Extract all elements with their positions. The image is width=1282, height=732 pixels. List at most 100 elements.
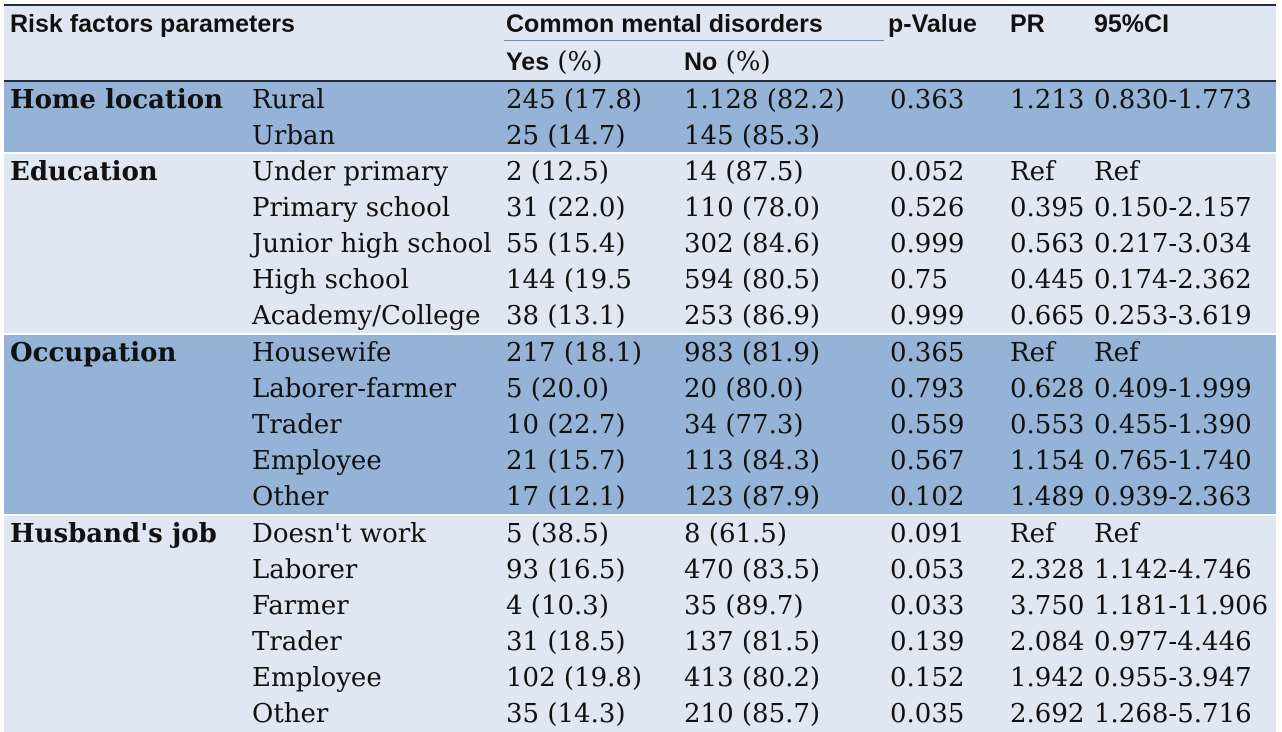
yes-cell: 245 (17.8) <box>506 85 643 115</box>
yes-cell: 102 (19.8) <box>506 663 643 693</box>
ci-cell: 0.217-3.034 <box>1094 229 1252 259</box>
group-label-husbands-job: Husband's job <box>10 519 217 549</box>
no-cell: 110 (78.0) <box>684 193 821 223</box>
group-label-education: Education <box>10 157 158 187</box>
p-value-cell: 0.365 <box>890 338 965 368</box>
no-cell: 302 (84.6) <box>684 229 821 259</box>
header-risk-factors: Risk factors parameters <box>10 10 295 38</box>
pr-cell: 0.665 <box>1010 301 1085 331</box>
p-value-cell: 0.033 <box>890 591 965 621</box>
p-value-cell: 0.999 <box>890 229 965 259</box>
factor-cell: Other <box>252 699 329 729</box>
pr-cell: 2.692 <box>1010 699 1085 729</box>
risk-factors-table: Risk factors parameters Common mental di… <box>4 4 1276 732</box>
yes-cell: 10 (22.7) <box>506 410 626 440</box>
header-pr: PR <box>1010 10 1045 38</box>
pr-cell: 1.154 <box>1010 446 1085 476</box>
ci-cell: 0.174-2.362 <box>1094 265 1252 295</box>
p-value-cell: 0.793 <box>890 374 965 404</box>
no-cell: 210 (85.7) <box>684 699 821 729</box>
factor-cell: Trader <box>252 627 342 657</box>
ci-cell: 0.955-3.947 <box>1094 663 1252 693</box>
pr-cell: 0.628 <box>1010 374 1085 404</box>
table-row: Trader 31 (18.5) 137 (81.5) 0.139 2.084 … <box>4 624 1276 660</box>
yes-cell: 17 (12.1) <box>506 482 626 512</box>
ci-cell: 0.765-1.740 <box>1094 446 1252 476</box>
table-row: Employee 21 (15.7) 113 (84.3) 0.567 1.15… <box>4 443 1276 479</box>
ci-cell: Ref <box>1094 338 1139 368</box>
no-cell: 594 (80.5) <box>684 265 821 295</box>
no-cell: 470 (83.5) <box>684 555 821 585</box>
header-no-label: No <box>684 48 718 76</box>
table-row: Home location Rural 245 (17.8) 1.128 (82… <box>4 82 1276 118</box>
header-no-unit: (%) <box>717 47 771 77</box>
table-top-rule <box>4 4 1276 6</box>
pr-cell: Ref <box>1010 519 1055 549</box>
group-divider <box>4 152 1276 154</box>
p-value-cell: 0.526 <box>890 193 965 223</box>
header-no: No (%) <box>684 44 771 80</box>
pr-cell: 0.563 <box>1010 229 1085 259</box>
pr-cell: Ref <box>1010 338 1055 368</box>
factor-cell: Trader <box>252 410 342 440</box>
header-common-mental-disorders: Common mental disorders <box>506 10 823 38</box>
p-value-cell: 0.139 <box>890 627 965 657</box>
table-row: Academy/College 38 (13.1) 253 (86.9) 0.9… <box>4 298 1276 334</box>
table-row: Laborer-farmer 5 (20.0) 20 (80.0) 0.793 … <box>4 371 1276 407</box>
table-row: Occupation Housewife 217 (18.1) 983 (81.… <box>4 335 1276 371</box>
yes-cell: 144 (19.5 <box>506 265 632 295</box>
no-cell: 20 (80.0) <box>684 374 804 404</box>
yes-cell: 217 (18.1) <box>506 338 643 368</box>
pr-cell: 1.942 <box>1010 663 1085 693</box>
yes-cell: 21 (15.7) <box>506 446 626 476</box>
yes-cell: 25 (14.7) <box>506 121 626 151</box>
no-cell: 35 (89.7) <box>684 591 804 621</box>
ci-cell: 0.830-1.773 <box>1094 85 1252 115</box>
p-value-cell: 0.102 <box>890 482 965 512</box>
ci-cell: 1.142-4.746 <box>1094 555 1252 585</box>
no-cell: 253 (86.9) <box>684 301 821 331</box>
table-row: Other 17 (12.1) 123 (87.9) 0.102 1.489 0… <box>4 479 1276 515</box>
header-subrow: Yes (%) No (%) <box>4 44 1276 80</box>
yes-cell: 4 (10.3) <box>506 591 609 621</box>
pr-cell: 2.084 <box>1010 627 1085 657</box>
yes-cell: 31 (22.0) <box>506 193 626 223</box>
header-bottom-rule <box>4 80 1276 82</box>
no-cell: 113 (84.3) <box>684 446 821 476</box>
ci-cell: 0.150-2.157 <box>1094 193 1252 223</box>
header-yes-unit: (%) <box>549 47 603 77</box>
yes-cell: 55 (15.4) <box>506 229 626 259</box>
pr-cell: 2.328 <box>1010 555 1085 585</box>
header-row: Risk factors parameters Common mental di… <box>4 6 1276 42</box>
p-value-cell: 0.152 <box>890 663 965 693</box>
no-cell: 137 (81.5) <box>684 627 821 657</box>
header-yes-label: Yes <box>506 48 550 76</box>
table-row: Employee 102 (19.8) 413 (80.2) 0.152 1.9… <box>4 660 1276 696</box>
factor-cell: Doesn't work <box>252 519 426 549</box>
p-value-cell: 0.567 <box>890 446 965 476</box>
no-cell: 145 (85.3) <box>684 121 821 151</box>
yes-cell: 31 (18.5) <box>506 627 626 657</box>
factor-cell: Academy/College <box>252 301 481 331</box>
group-label-home-location: Home location <box>10 85 224 115</box>
table-row: Husband's job Doesn't work 5 (38.5) 8 (6… <box>4 516 1276 552</box>
factor-cell: Employee <box>252 663 382 693</box>
no-cell: 983 (81.9) <box>684 338 821 368</box>
yes-cell: 5 (20.0) <box>506 374 609 404</box>
p-value-cell: 0.053 <box>890 555 965 585</box>
pr-cell: 0.445 <box>1010 265 1085 295</box>
factor-cell: Laborer-farmer <box>252 374 457 404</box>
p-value-cell: 0.091 <box>890 519 965 549</box>
yes-cell: 5 (38.5) <box>506 519 609 549</box>
ci-cell: 0.455-1.390 <box>1094 410 1252 440</box>
factor-cell: Laborer <box>252 555 358 585</box>
ci-cell: Ref <box>1094 519 1139 549</box>
yes-cell: 38 (13.1) <box>506 301 626 331</box>
group-divider <box>4 333 1276 335</box>
no-cell: 413 (80.2) <box>684 663 821 693</box>
pr-cell: 0.395 <box>1010 193 1085 223</box>
p-value-cell: 0.052 <box>890 157 965 187</box>
yes-cell: 35 (14.3) <box>506 699 626 729</box>
p-value-cell: 0.999 <box>890 301 965 331</box>
yes-cell: 93 (16.5) <box>506 555 626 585</box>
